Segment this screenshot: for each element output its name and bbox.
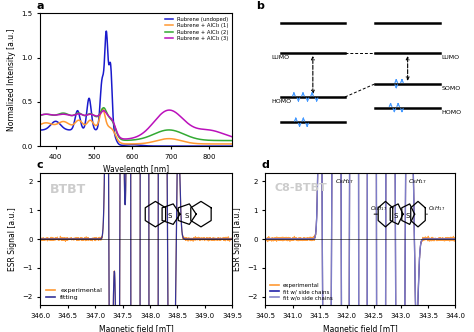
Text: BTBT: BTBT: [50, 183, 86, 196]
Text: S: S: [184, 213, 189, 219]
X-axis label: Magnetic field [mT]: Magnetic field [mT]: [99, 325, 173, 332]
Text: $C_8H_{17}$: $C_8H_{17}$: [428, 204, 446, 212]
Text: HOMO: HOMO: [271, 99, 291, 104]
Text: S: S: [168, 213, 173, 219]
Text: S: S: [394, 213, 398, 219]
Y-axis label: ESR Signal [a.u.]: ESR Signal [a.u.]: [233, 207, 242, 271]
Legend: experimental, fit w/ side chains, fit w/o side chains: experimental, fit w/ side chains, fit w/…: [268, 281, 335, 303]
Y-axis label: ESR Signal [a.u.]: ESR Signal [a.u.]: [8, 207, 17, 271]
Text: a: a: [36, 1, 44, 11]
Y-axis label: Normalized Intensity [a.u.]: Normalized Intensity [a.u.]: [7, 29, 16, 131]
Text: $C_8H_{17}$: $C_8H_{17}$: [370, 204, 387, 212]
Text: LUMO: LUMO: [271, 55, 289, 60]
Text: HOMO: HOMO: [442, 110, 462, 115]
Text: SOMO: SOMO: [442, 86, 461, 91]
Text: C8-BTBT: C8-BTBT: [275, 183, 328, 193]
X-axis label: Magnetic field [mT]: Magnetic field [mT]: [323, 325, 398, 332]
Legend: experimental, fitting: experimental, fitting: [44, 285, 105, 302]
Text: b: b: [256, 1, 264, 11]
Text: $C_8H_{17}$: $C_8H_{17}$: [336, 177, 355, 186]
Text: S: S: [405, 213, 410, 219]
Text: c: c: [36, 160, 43, 170]
Text: LUMO: LUMO: [442, 55, 460, 60]
Legend: Rubrene (undoped), Rubrene + AlCl₃ (1), Rubrene + AlCl₃ (2), Rubrene + AlCl₃ (3): Rubrene (undoped), Rubrene + AlCl₃ (1), …: [164, 16, 229, 42]
X-axis label: Wavelength [nm]: Wavelength [nm]: [103, 165, 169, 174]
Text: d: d: [262, 160, 270, 170]
Text: $C_8H_{17}$: $C_8H_{17}$: [408, 177, 427, 186]
